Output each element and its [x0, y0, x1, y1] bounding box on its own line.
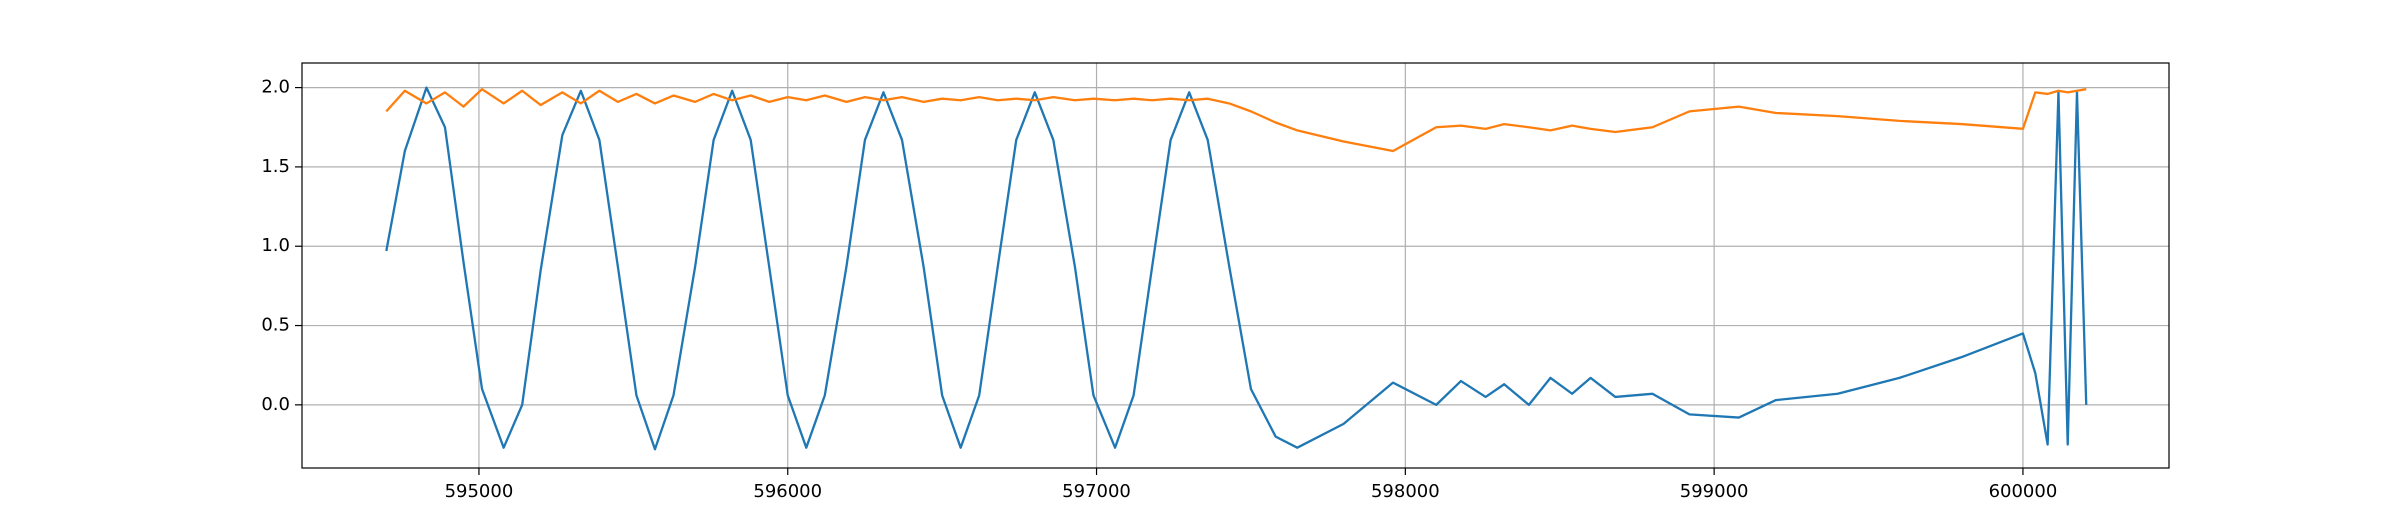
y-tick-label: 2.0: [261, 77, 290, 98]
x-tick-label: 599000: [1680, 481, 1749, 502]
data-line: [385, 88, 2087, 153]
y-tick-label: 1.5: [261, 156, 290, 177]
plot-frame: [301, 62, 2170, 469]
y-tick-label: 0.5: [261, 315, 290, 336]
x-tick-label: 595000: [445, 481, 514, 502]
data-line: [385, 86, 2088, 451]
x-tick-label: 598000: [1371, 481, 1440, 502]
x-tick-label: 600000: [1989, 481, 2058, 502]
y-tick-label: 1.0: [261, 235, 290, 256]
x-tick-label: 597000: [1062, 481, 1131, 502]
x-tick-label: 596000: [753, 481, 822, 502]
y-tick-label: 0.0: [261, 394, 290, 415]
